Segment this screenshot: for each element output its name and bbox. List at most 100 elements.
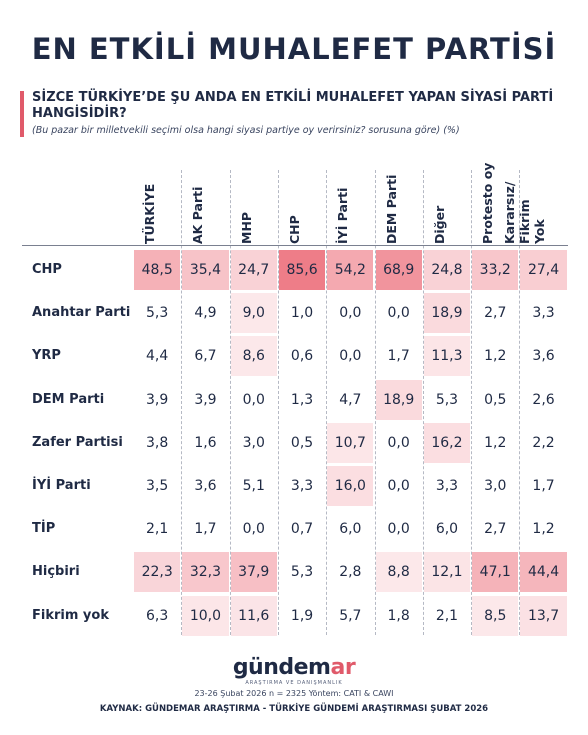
- logo-subtitle: ARAŞTIRMA VE DANIŞMANLIK: [245, 680, 343, 686]
- table-cell: 3,6: [194, 478, 217, 494]
- table-cell: 68,9: [375, 250, 422, 290]
- column-divider: [229, 170, 232, 635]
- column-header: TÜRKİYE: [133, 168, 181, 244]
- header-rule: [22, 245, 568, 246]
- table-cell: 3,9: [146, 391, 169, 408]
- row-label: TİP: [32, 521, 56, 537]
- table-cell: 0,0: [387, 478, 410, 494]
- table-cell: 0,7: [290, 521, 314, 538]
- row-label: Zafer Partisi: [32, 434, 123, 450]
- table-cell: 6,7: [194, 348, 217, 365]
- table-cell: 0,0: [387, 521, 410, 538]
- table-cell: 16,0: [327, 466, 374, 506]
- table-cell: 13,7: [520, 595, 567, 636]
- table-cell: 4,9: [194, 305, 217, 322]
- table-cell: 1,7: [387, 348, 410, 365]
- table-cell: 3,0: [484, 478, 507, 494]
- column-header: AK Parti: [181, 168, 229, 244]
- table-cell: 1,2: [532, 521, 555, 538]
- table-row: Fikrim yok 6,3 10,0 11,6 1,9 5,7 1,8 2,1 8,5 13,7: [0, 594, 588, 638]
- column-header-label: AK Parti: [190, 186, 206, 244]
- column-header-label: İYİ Parti: [335, 187, 351, 244]
- table-cell: 3,5: [146, 478, 169, 494]
- table-cell: 5,3: [435, 391, 459, 408]
- column-header-label: TÜRKİYE: [142, 183, 158, 244]
- table-cell: 3,9: [194, 391, 217, 408]
- table-cell: 9,0: [230, 293, 277, 334]
- table-cell: 1,6: [194, 434, 217, 451]
- table-cell: 1,8: [387, 607, 410, 624]
- row-label: Anahtar Parti: [32, 305, 131, 321]
- column-header: MHP: [230, 168, 278, 244]
- table-cell: 3,6: [532, 348, 555, 365]
- table-cell: 1,0: [290, 305, 314, 322]
- table-cell: 35,4: [182, 250, 229, 290]
- table-cell: 10,7: [327, 422, 374, 463]
- table-row: TİP 2,1 1,7 0,0 0,7 6,0 0,0 6,0 2,7 1,2: [0, 507, 588, 551]
- table-cell: 0,0: [339, 305, 362, 322]
- row-label: DEM Parti: [32, 391, 105, 407]
- table-cell: 44,4: [520, 552, 567, 593]
- table-cell: 0,6: [290, 348, 314, 365]
- table-cell: 3,8: [146, 434, 169, 451]
- table-cell: 54,2: [327, 250, 374, 290]
- table-cell: 4,4: [146, 348, 169, 365]
- logo-main-text: gündem: [232, 655, 331, 680]
- table-cell: 0,5: [290, 434, 314, 451]
- table-cell: 1,2: [484, 434, 507, 451]
- table-cell: 1,7: [194, 521, 217, 538]
- row-label: İYİ Parti: [32, 478, 91, 493]
- row-label: Fikrim yok: [32, 607, 109, 623]
- table-row: İYİ Parti 3,5 3,6 5,1 3,3 16,0 0,0 3,3 3,0 1,7: [0, 464, 588, 508]
- table-cell: 24,7: [230, 250, 277, 290]
- table-cell: 0,0: [339, 348, 362, 365]
- logo-accent-text: ar: [330, 655, 356, 680]
- table-cell: 4,7: [339, 391, 362, 408]
- survey-meta: 23-26 Şubat 2026 n = 2325 Yöntem: CATI &…: [194, 689, 394, 698]
- row-label: CHP: [32, 262, 62, 277]
- column-header-label: DEM Parti: [383, 174, 399, 244]
- table-row: CHP 48,5 35,4 24,7 85,6 54,2 68,9 24,8 33,2 27,4: [0, 248, 588, 292]
- table-cell: 2,7: [484, 521, 507, 538]
- table-cell: 33,2: [472, 250, 519, 290]
- table-cell: 8,5: [472, 595, 519, 636]
- table-cell: 5,1: [242, 478, 265, 494]
- table-cell: 8,8: [375, 552, 422, 593]
- table-cell: 3,3: [532, 305, 555, 322]
- column-header: Kararsız/ Fikrim Yok: [502, 168, 567, 244]
- table-cell: 11,6: [230, 595, 277, 636]
- table-cell: 6,0: [339, 521, 362, 538]
- table-cell: 5,3: [290, 564, 314, 581]
- table-cell: 3,3: [435, 478, 459, 494]
- column-header-label: CHP: [287, 215, 303, 244]
- table-cell: 22,3: [134, 552, 181, 593]
- table-cell: 0,5: [484, 391, 507, 408]
- table-cell: 2,1: [146, 521, 169, 538]
- table-cell: 24,8: [423, 250, 471, 290]
- table-cell: 12,1: [423, 552, 471, 593]
- table-cell: 1,2: [484, 348, 507, 365]
- table-cell: 11,3: [423, 336, 471, 377]
- column-divider: [374, 170, 377, 635]
- gundemar-logo: gündemar: [0, 655, 588, 680]
- survey-question: SİZCE TÜRKİYE’DE ŞU ANDA EN ETKİLİ MUHAL…: [32, 90, 554, 121]
- table-cell: 1,7: [532, 478, 555, 494]
- table-cell: 3,3: [290, 478, 314, 494]
- column-header-label: Protesto oy: [480, 162, 496, 244]
- column-header: CHP: [278, 168, 326, 244]
- table-cell: 16,2: [423, 422, 471, 463]
- column-divider: [181, 170, 183, 635]
- table-row: Hiçbiri 22,3 32,3 37,9 5,3 2,8 8,8 12,1 47,1 44,4: [0, 550, 588, 594]
- column-divider: [277, 170, 280, 635]
- source-note: KAYNAK: GÜNDEMAR ARAŞTIRMA - TÜRKİYE GÜN…: [99, 704, 489, 714]
- column-header-label: Diğer: [431, 205, 447, 244]
- table-cell: 18,9: [423, 293, 471, 334]
- column-divider: [471, 170, 473, 635]
- column-divider: [422, 170, 425, 635]
- table-cell: 8,6: [230, 336, 277, 377]
- column-divider: [519, 170, 521, 635]
- column-header: DEM Parti: [375, 168, 423, 244]
- question-accent-bar: [20, 91, 24, 137]
- table-cell: 3,0: [242, 434, 265, 451]
- table-row: Zafer Partisi 3,8 1,6 3,0 0,5 10,7 0,0 16,2 1,2 2…: [0, 421, 588, 465]
